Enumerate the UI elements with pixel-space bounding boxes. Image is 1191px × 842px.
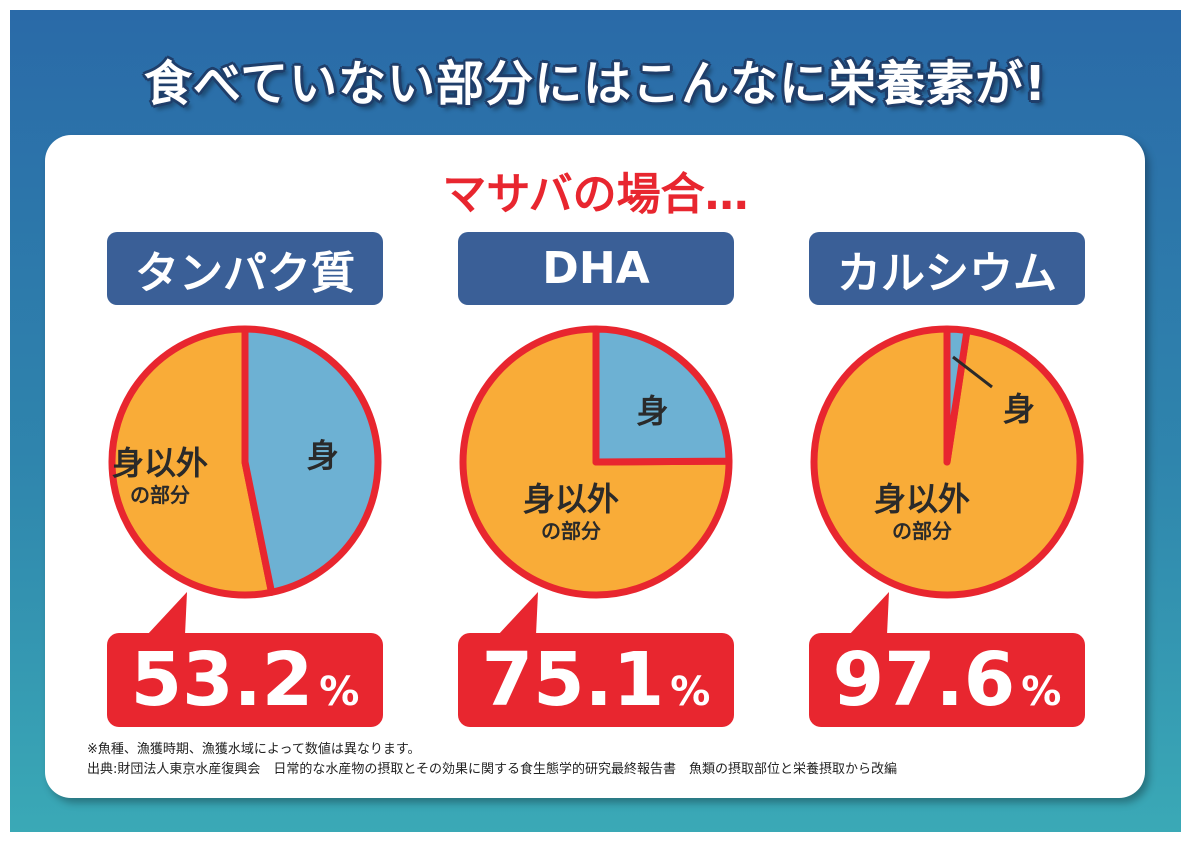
percentage-callout: 97.6% (809, 633, 1085, 727)
note-source: 出典:財団法人東京水産復興会 日常的な水産物の摂取とその効果に関する食生態学的研… (87, 762, 897, 777)
pie-slice-other (108, 325, 276, 599)
chart-title: カルシウム (809, 232, 1085, 305)
percentage-callout: 53.2% (107, 633, 383, 727)
pie-slice-flesh (241, 325, 382, 596)
chart-title: タンパク質 (107, 232, 383, 305)
percent-unit: % (319, 669, 360, 715)
slice-label-flesh: 身 (307, 437, 339, 475)
leader-line (952, 355, 993, 389)
slice-sublabel-other: の部分 (892, 519, 952, 543)
callout-tail (147, 592, 187, 635)
percent-unit: % (670, 669, 711, 715)
percent-unit: % (1021, 669, 1062, 715)
percentage-value: 75.1 (481, 637, 665, 723)
slice-sublabel-other: の部分 (130, 483, 190, 507)
pie-slice-flesh (592, 325, 733, 466)
chart-title: DHA (458, 232, 734, 305)
page-title: 食べていない部分にはこんなに栄養素が! (144, 56, 1047, 112)
slice-label-other: 身以外 (112, 444, 208, 482)
callout-tail (498, 592, 538, 635)
slice-label-other: 身以外 (874, 480, 970, 518)
callout-tail (849, 592, 889, 635)
slice-label-flesh: 身 (637, 392, 669, 430)
slice-label-flesh: 身 (1003, 390, 1035, 428)
footnotes: ※魚種、漁獲時期、漁獲水域によって数値は異なります。 出典:財団法人東京水産復興… (87, 740, 897, 780)
subtitle: マサバの場合… (442, 169, 749, 220)
slice-sublabel-other: の部分 (541, 519, 601, 543)
note-disclaimer: ※魚種、漁獲時期、漁獲水域によって数値は異なります。 (87, 742, 421, 757)
percentage-callout: 75.1% (458, 633, 734, 727)
percentage-value: 97.6 (832, 637, 1016, 723)
slice-label-other: 身以外 (523, 480, 619, 518)
percentage-value: 53.2 (130, 637, 314, 723)
